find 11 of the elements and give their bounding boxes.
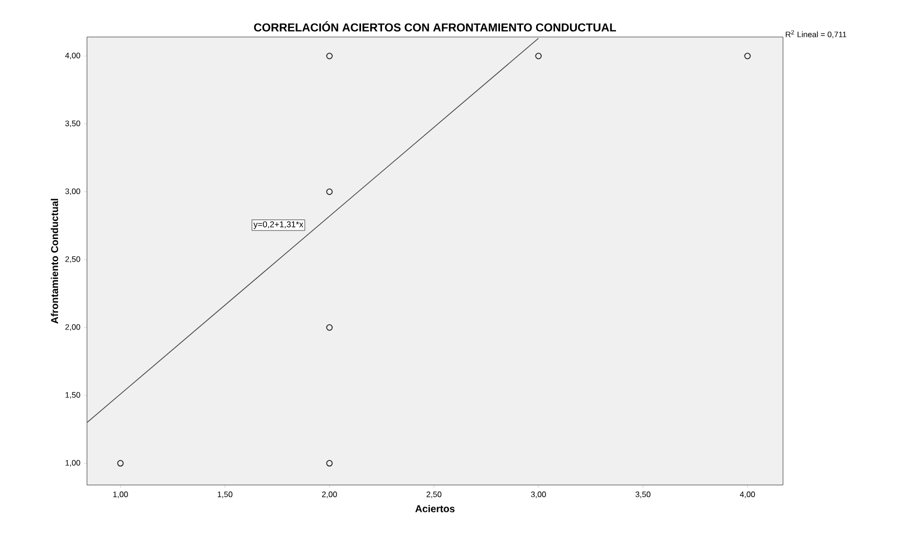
point bbox=[326, 460, 333, 467]
point bbox=[326, 324, 333, 331]
point bbox=[326, 188, 333, 195]
point bbox=[744, 52, 751, 60]
y-axis-title: Afrontamiento Conductual bbox=[50, 198, 58, 324]
annotation: y=0,2+1,31*x bbox=[253, 221, 304, 229]
point bbox=[326, 52, 333, 60]
chart-title: CORRELACIÓN ACIERTOS CON AFRONTAMIENTO CONDUCTUAL bbox=[254, 21, 616, 32]
x-axis-title: Aciertos bbox=[415, 504, 455, 512]
point bbox=[535, 52, 542, 60]
point bbox=[117, 460, 124, 467]
